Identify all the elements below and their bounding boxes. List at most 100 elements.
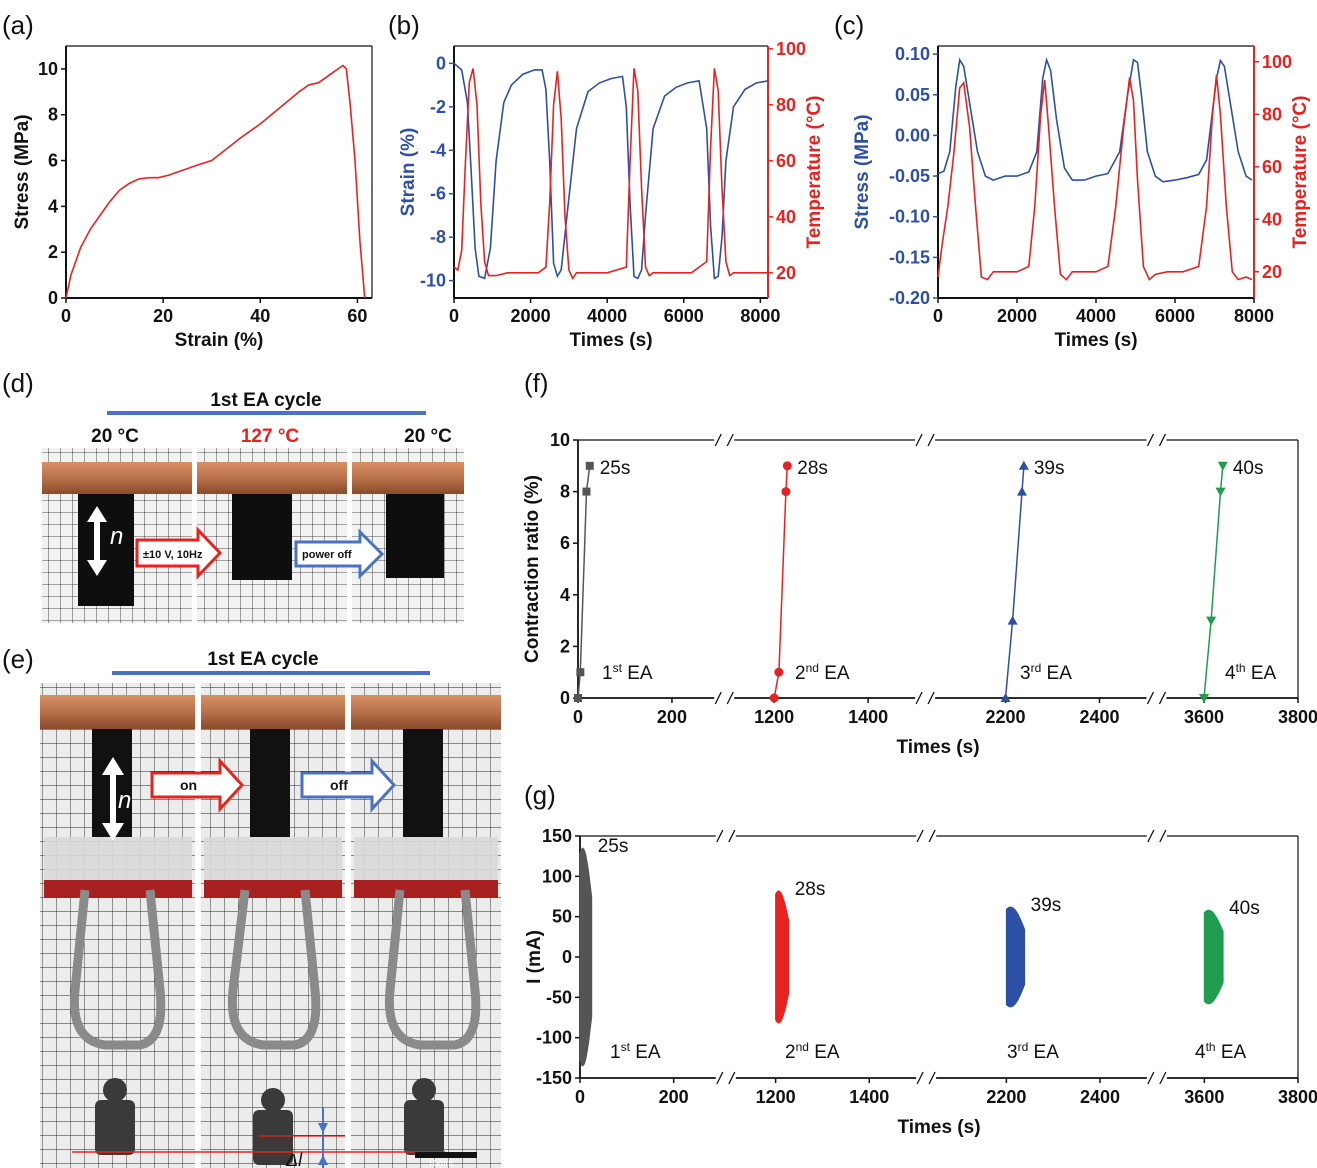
series-line-1 bbox=[773, 465, 789, 699]
photo-e-image bbox=[40, 683, 501, 1168]
heating-arrow-d bbox=[135, 526, 223, 580]
y-tick-label: -150 bbox=[536, 1068, 572, 1088]
x-tick-label: 8000 bbox=[1234, 306, 1274, 326]
y-tick-label: 4 bbox=[560, 585, 570, 605]
series-line-0 bbox=[65, 64, 366, 299]
axis-break-mark bbox=[1147, 829, 1155, 843]
series-label: 4th EA bbox=[1225, 661, 1277, 684]
y2-axis-title: Temperature (°C) bbox=[804, 96, 825, 249]
x-axis-title: Times (s) bbox=[569, 330, 652, 351]
cycle-title-d: 1st EA cycle bbox=[210, 390, 321, 411]
axis-break-mark bbox=[714, 433, 722, 447]
data-marker bbox=[1007, 615, 1018, 625]
panel-label-a: (a) bbox=[2, 10, 34, 40]
axis-break-mark bbox=[1158, 691, 1167, 705]
y-tick-label: -10 bbox=[420, 271, 446, 291]
y-axis-title: Stress (MPa) bbox=[12, 114, 33, 229]
y-tick-label: 10 bbox=[38, 59, 58, 79]
y-tick-label: 8 bbox=[48, 105, 58, 125]
off-arrow-e bbox=[300, 757, 397, 813]
axis-break-mark bbox=[915, 691, 923, 705]
y-axis-title: Strain (%) bbox=[398, 128, 419, 217]
x-tick-label: 3800 bbox=[1278, 707, 1317, 727]
data-marker bbox=[1199, 694, 1210, 703]
axis-break-mark bbox=[716, 1071, 724, 1085]
axis-break-mark bbox=[728, 1071, 736, 1085]
time-label: 28s bbox=[797, 458, 828, 479]
direction-arrow-e bbox=[102, 757, 124, 841]
y2-tick-label: 100 bbox=[776, 39, 806, 59]
x-tick-label: 60 bbox=[347, 306, 367, 326]
on-arrow-label-e: on bbox=[180, 777, 197, 793]
x-tick-label: 4000 bbox=[1076, 306, 1116, 326]
time-label: 25s bbox=[600, 458, 631, 479]
axis-break-mark bbox=[1159, 829, 1167, 843]
data-marker bbox=[774, 667, 784, 677]
x-axis-title: Strain (%) bbox=[175, 330, 264, 351]
chart-b: 0 2000 4000 6000 8000 0 -2 -4 -6 -8 -10 20 40 60 80 100… bbox=[398, 39, 825, 351]
data-marker bbox=[1217, 461, 1228, 471]
photo-panel-e: 1st EA cycle n on off bbox=[40, 649, 501, 1168]
x-tick-label: 2400 bbox=[1080, 1087, 1120, 1107]
y-axis-title: Stress (MPa) bbox=[852, 114, 873, 229]
chart-f: 0 200 1200 1400 2200 2400 3600 3800 0 2 4 6 8 10 Times… bbox=[522, 430, 1317, 758]
data-marker bbox=[1206, 616, 1217, 626]
x-tick-label: 2200 bbox=[986, 1087, 1026, 1107]
x-tick-label: 4000 bbox=[587, 306, 627, 326]
axis-break-mark bbox=[728, 829, 736, 843]
time-label: 25s bbox=[598, 836, 629, 857]
x-tick-label: 3600 bbox=[1184, 1087, 1224, 1107]
y-tick-label: 0.10 bbox=[895, 44, 930, 64]
series-line-0 bbox=[453, 62, 769, 280]
series-line-1 bbox=[937, 74, 1253, 281]
heating-arrow-label-d: ±10 V, 10Hz bbox=[143, 549, 203, 561]
y2-axis-title: Temperature (°C) bbox=[1290, 96, 1311, 249]
panel-label-e: (e) bbox=[2, 644, 34, 674]
y-axis-title: Contraction ratio (%) bbox=[522, 475, 543, 663]
temp-label-3: 20 °C bbox=[404, 426, 452, 447]
y2-tick-label: 80 bbox=[1262, 104, 1282, 124]
chart-g: 0 200 1200 1400 2200 2400 3600 3800 -150 -100 -50 0… bbox=[524, 826, 1317, 1138]
panel-label-c: (c) bbox=[834, 10, 865, 40]
data-marker bbox=[1016, 486, 1027, 496]
x-tick-label: 2200 bbox=[986, 707, 1026, 727]
axis-break-mark bbox=[927, 433, 935, 447]
series-label: 3rd EA bbox=[1020, 661, 1072, 684]
axis-break-mark bbox=[1147, 1071, 1155, 1085]
x-tick-label: 0 bbox=[61, 306, 71, 326]
y-tick-label: -0.15 bbox=[889, 247, 930, 267]
scale-bar bbox=[415, 1152, 477, 1158]
x-tick-label: 1400 bbox=[848, 707, 888, 727]
y-tick-label: 50 bbox=[552, 907, 572, 927]
series-label: 1st EA bbox=[602, 661, 653, 684]
y-axis-title: I (mA) bbox=[524, 930, 545, 984]
on-arrow-e bbox=[150, 757, 245, 813]
n-label-d: n bbox=[110, 523, 123, 550]
x-axis-title: Times (s) bbox=[1054, 330, 1137, 351]
y-tick-label: -8 bbox=[430, 227, 446, 247]
chart-c: 0 2000 4000 6000 8000 0.10 0.05 0.00 -0.05 -0.10 -… bbox=[852, 44, 1311, 351]
y-tick-label: 150 bbox=[542, 826, 572, 846]
axis-break-mark bbox=[726, 691, 734, 705]
series-line-2 bbox=[1004, 465, 1025, 699]
y-tick-label: 0 bbox=[48, 288, 58, 308]
axis-break-mark bbox=[1146, 433, 1155, 447]
axis-break-mark bbox=[927, 691, 935, 705]
data-marker bbox=[781, 487, 791, 497]
series-label: 3rd EA bbox=[1007, 1040, 1059, 1063]
x-tick-label: 3600 bbox=[1184, 707, 1224, 727]
axis-break-mark bbox=[726, 433, 734, 447]
delta-l-label: Δl bbox=[285, 1150, 303, 1168]
axis-break-mark bbox=[714, 691, 722, 705]
y-tick-label: -2 bbox=[430, 97, 446, 117]
x-tick-label: 0 bbox=[573, 707, 583, 727]
y-tick-label: 0 bbox=[562, 947, 572, 967]
cycle-title-e: 1st EA cycle bbox=[207, 649, 318, 670]
y-tick-label: -6 bbox=[430, 184, 446, 204]
current-envelope-0 bbox=[579, 847, 593, 1067]
y2-tick-label: 60 bbox=[1262, 157, 1282, 177]
data-marker bbox=[582, 487, 591, 496]
time-label: 39s bbox=[1034, 458, 1065, 479]
series-label: 4th EA bbox=[1195, 1040, 1247, 1063]
y-tick-label: 6 bbox=[560, 533, 570, 553]
